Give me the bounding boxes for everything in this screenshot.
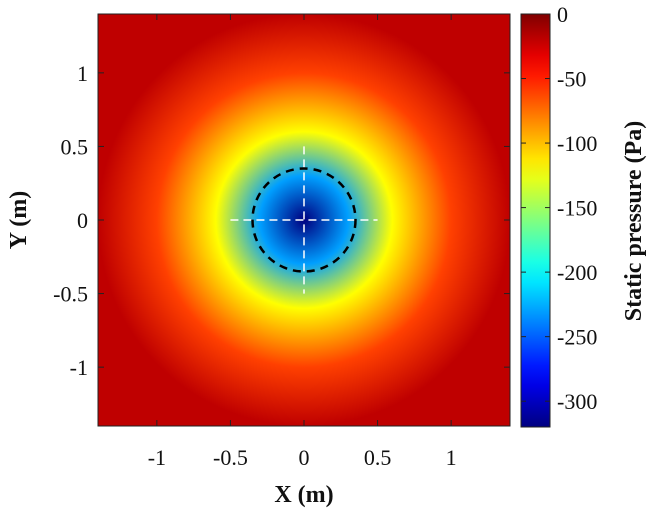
colorbar-label: Static pressure (Pa): [621, 121, 647, 321]
pressure-field: [98, 14, 510, 426]
x-axis-label: X (m): [274, 482, 333, 508]
x-tick-label: 0.5: [364, 445, 392, 470]
colorbar-tick-label: -250: [557, 325, 597, 350]
colorbar-tick-label: -300: [557, 389, 597, 414]
y-tick-label: 1: [77, 61, 88, 86]
colorbar-tick-label: -50: [557, 67, 586, 92]
y-axis-label: Y (m): [6, 191, 32, 249]
colorbar-tick-label: 0: [557, 2, 568, 27]
y-tick-label: -0.5: [53, 282, 88, 307]
x-tick-label: 1: [446, 445, 457, 470]
y-axis-ticks: 1 0.5 0 -0.5 -1: [53, 61, 510, 380]
colorbar-tick-label: -100: [557, 131, 597, 156]
x-tick-label: -0.5: [213, 445, 248, 470]
y-tick-label: 0: [77, 208, 88, 233]
colorbar-ticks: 0 -50 -100 -150 -200 -250 -300: [521, 2, 597, 414]
colorbar-tick-label: -150: [557, 196, 597, 221]
y-tick-label: -1: [70, 355, 88, 380]
annotations: [230, 146, 378, 294]
x-tick-label: 0: [299, 445, 310, 470]
dashed-circle: [251, 167, 357, 273]
colorbar-tick-label: -200: [557, 260, 597, 285]
x-axis-ticks: -1 -0.5 0 0.5 1: [148, 14, 457, 470]
colorbar: [520, 13, 551, 428]
x-tick-label: -1: [148, 445, 166, 470]
y-tick-label: 0.5: [61, 134, 89, 159]
